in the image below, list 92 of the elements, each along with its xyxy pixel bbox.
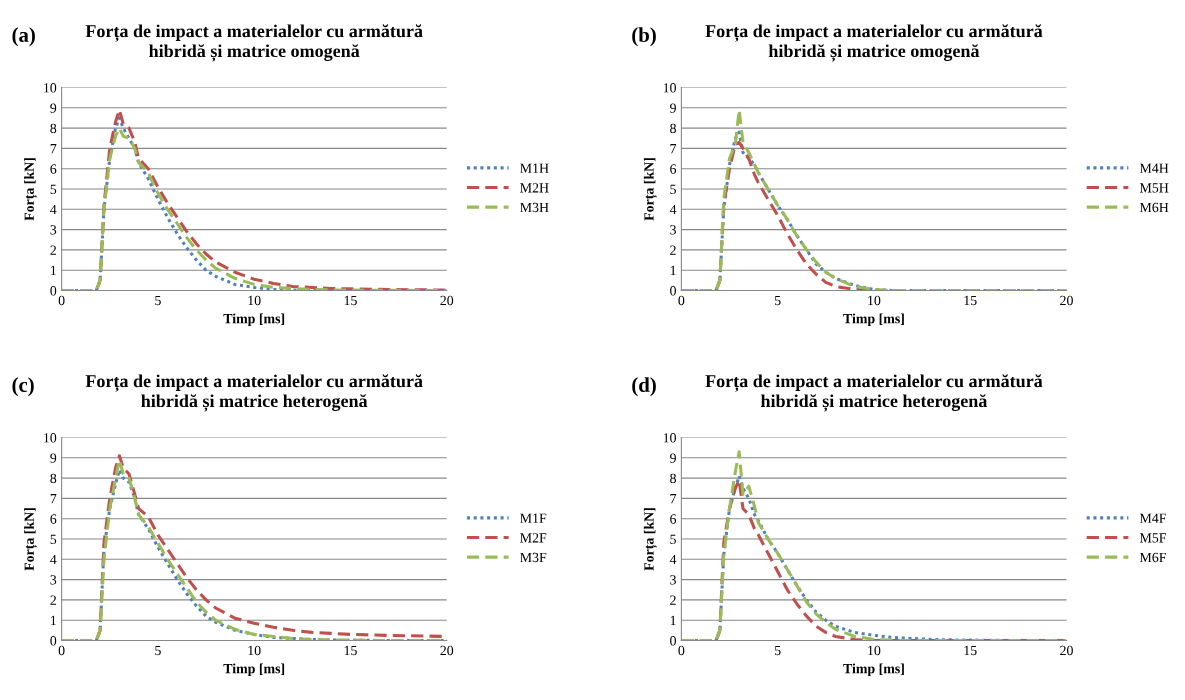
y-tick-label: 0 [50, 286, 57, 296]
y-tick-label: 4 [50, 554, 57, 565]
y-axis-title: Forța [kN] [24, 508, 38, 571]
legend-label: M2F [520, 533, 547, 543]
y-tick-label: 7 [670, 494, 677, 504]
legend-label: M3H [520, 202, 549, 213]
y-tick-label: 2 [670, 595, 676, 605]
y-tick-label: 1 [51, 615, 56, 626]
y-tick-label: 2 [50, 245, 56, 255]
legend-label: M4H [1139, 163, 1169, 173]
legend-label: M5F [1139, 533, 1166, 543]
y-tick-label: 4 [669, 554, 677, 565]
y-tick-label: 4 [50, 204, 57, 215]
y-tick-label: 0 [50, 636, 57, 646]
y-tick-label: 10 [663, 433, 676, 443]
y-tick-label: 3 [670, 225, 676, 235]
y-tick-label: 7 [50, 494, 57, 504]
text: (c) [12, 377, 34, 397]
legend-label: M6F [1139, 552, 1166, 563]
y-tick-label: 5 [670, 184, 676, 194]
x-tick-label: 15 [344, 295, 357, 306]
y-tick-label: 9 [670, 453, 676, 463]
chart-title: Forța de impact a materialelor cu armătură hibridă și matrice heterogenă [85, 374, 423, 412]
y-tick-label: 5 [50, 184, 57, 194]
x-axis-title: Timp [ms] [223, 313, 285, 327]
legend-label: M3F [520, 552, 547, 563]
x-axis-title: Timp [ms] [843, 663, 904, 677]
y-tick-label: 1 [51, 265, 56, 276]
y-tick-label: 9 [670, 103, 676, 113]
y-tick-label: 2 [670, 245, 676, 255]
x-tick-label: 20 [1060, 295, 1073, 306]
text: (d) [632, 377, 656, 397]
x-axis-title: Timp [ms] [843, 313, 904, 327]
y-tick-label: 0 [670, 636, 676, 646]
y-axis-title: Forța [kN] [24, 158, 38, 221]
legend-label: M6H [1139, 202, 1169, 213]
y-tick-label: 1 [670, 615, 676, 626]
x-tick-label: 5 [155, 645, 161, 656]
x-tick-label: 5 [774, 295, 781, 306]
y-axis-title: Forța [kN] [643, 158, 658, 221]
legend-label: M5H [1139, 183, 1169, 193]
y-tick-label: 10 [44, 83, 57, 93]
x-axis-title: Timp [ms] [223, 663, 285, 677]
y-tick-label: 8 [50, 473, 57, 484]
x-tick-label: 5 [774, 645, 781, 656]
legend-label: M4F [1139, 513, 1166, 523]
x-tick-label: 0 [678, 645, 685, 656]
x-tick-label: 10 [248, 645, 261, 656]
y-axis-title: Forța [kN] [643, 508, 658, 571]
y-tick-label: 2 [50, 595, 56, 605]
y-tick-label: 6 [50, 514, 57, 524]
x-tick-label: 20 [1060, 645, 1073, 656]
y-tick-label: 7 [670, 144, 677, 154]
chart-title: Forța de impact a materialelor cu armătură hibridă și matrice heterogenă [705, 374, 1043, 412]
y-tick-label: 3 [50, 575, 57, 585]
x-tick-label: 20 [440, 645, 454, 656]
chart-title: Forța de impact a materialelor cu armătură hibridă și matrice omogenă [705, 24, 1043, 62]
x-tick-label: 10 [868, 295, 881, 306]
x-tick-label: 10 [868, 645, 881, 656]
y-tick-label: 3 [50, 225, 57, 235]
x-tick-label: 5 [155, 295, 161, 306]
y-tick-label: 6 [670, 164, 677, 174]
x-tick-label: 0 [58, 295, 65, 306]
y-tick-label: 6 [50, 164, 57, 174]
y-tick-label: 9 [50, 103, 57, 113]
y-tick-label: 5 [50, 534, 57, 544]
y-tick-label: 7 [50, 144, 57, 154]
legend-label: M1F [520, 513, 547, 523]
y-tick-label: 6 [670, 514, 677, 524]
y-tick-label: 8 [670, 473, 676, 484]
y-tick-label: 1 [670, 265, 676, 276]
y-tick-label: 8 [670, 123, 676, 134]
x-tick-label: 15 [344, 645, 357, 656]
y-tick-label: 0 [670, 286, 676, 296]
y-tick-label: 10 [663, 83, 676, 93]
x-tick-label: 15 [964, 645, 977, 656]
y-tick-label: 9 [50, 453, 57, 463]
x-tick-label: 10 [248, 295, 261, 306]
x-tick-label: 0 [58, 645, 65, 656]
text: (a) [12, 27, 35, 47]
legend-label: M1H [520, 163, 549, 173]
x-tick-label: 15 [964, 295, 977, 306]
y-tick-label: 5 [670, 534, 676, 544]
y-tick-label: 8 [50, 123, 57, 134]
legend-label: M2H [520, 183, 549, 193]
x-tick-label: 0 [678, 295, 685, 306]
text: (b) [632, 27, 656, 47]
y-tick-label: 3 [670, 575, 676, 585]
x-tick-label: 20 [440, 295, 454, 306]
y-tick-label: 4 [669, 204, 677, 215]
chart-title: Forța de impact a materialelor cu armătură hibridă și matrice omogenă [85, 24, 423, 62]
y-tick-label: 10 [44, 433, 57, 443]
